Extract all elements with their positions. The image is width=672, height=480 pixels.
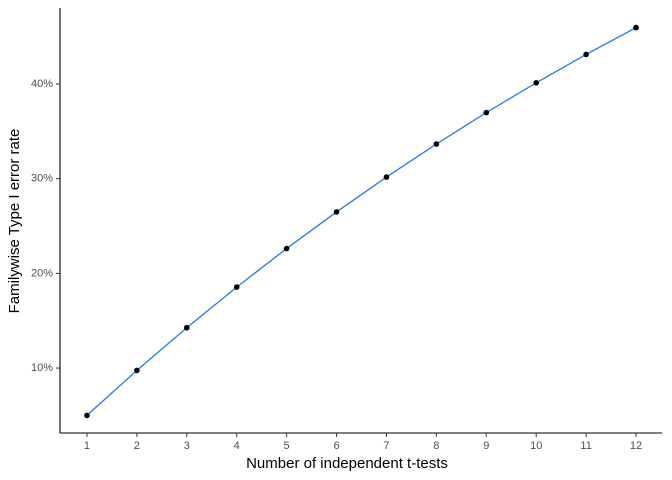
point: [383, 174, 390, 180]
line: [86, 27, 637, 416]
point: [633, 24, 639, 31]
y-axis-title: Familywise Type I error rate: [6, 129, 23, 314]
point: [583, 51, 589, 58]
point: [183, 324, 190, 331]
x-tick-label: 8: [433, 440, 439, 452]
x-tick-label: 12: [630, 440, 642, 452]
point: [283, 245, 290, 252]
x-tick-label: 11: [580, 440, 591, 452]
x-tick-label: 1: [84, 440, 90, 452]
y-tick-label: 30%: [31, 173, 53, 185]
x-tick-label: 2: [134, 440, 140, 452]
point: [134, 367, 140, 374]
x-tick-label: 3: [184, 440, 190, 452]
y-tick-label: 20%: [31, 267, 53, 279]
point: [433, 141, 440, 147]
x-tick-label: 9: [483, 440, 489, 452]
x-tick-label: 5: [284, 440, 290, 452]
x-axis-title: Number of independent t-tests: [246, 455, 448, 472]
point: [533, 79, 540, 86]
y-tick-label: 10%: [31, 362, 53, 374]
point: [84, 412, 90, 419]
point: [233, 284, 240, 290]
x-tick-label: 6: [333, 440, 339, 452]
point: [483, 109, 490, 116]
x-tick-label: 10: [530, 440, 542, 452]
x-tick-label: 7: [383, 440, 389, 452]
x-tick-label: 4: [234, 440, 240, 452]
y-tick-label: 40%: [31, 78, 53, 90]
point: [333, 209, 340, 215]
